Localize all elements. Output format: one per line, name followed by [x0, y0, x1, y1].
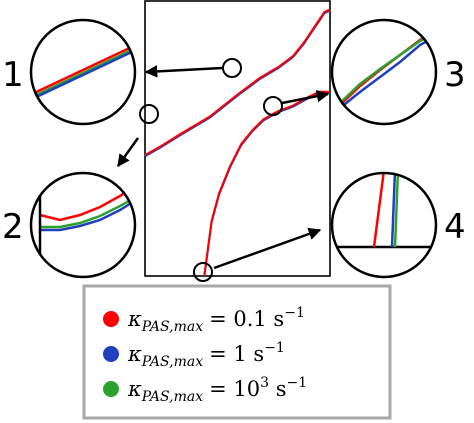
zoom-label-2: 2: [2, 207, 24, 247]
arrow-3: [282, 94, 328, 103]
legend-marker: [103, 311, 119, 327]
legend-value: = 0.1 s: [209, 307, 284, 331]
zoom-label-3: 3: [444, 55, 466, 95]
legend-value-exponent: 3: [260, 375, 269, 391]
legend-subscript: PAS,max: [141, 319, 203, 335]
zoom-inset-1: [30, 20, 136, 124]
legend-exponent: −1: [264, 340, 285, 356]
zoom-marker-2: [140, 105, 158, 123]
zoom-inset-3: [332, 20, 440, 124]
legend-value: = 10: [209, 377, 260, 401]
arrow-4: [214, 230, 320, 268]
zoom-marker-1: [223, 59, 241, 77]
zoom-label-4: 4: [444, 207, 466, 247]
zoom-label-1: 1: [2, 55, 24, 95]
legend-symbol: κ: [127, 342, 142, 366]
legend-marker: [103, 381, 119, 397]
legend-value: = 1 s: [209, 342, 264, 366]
legend-exponent: −1: [284, 305, 305, 321]
legend-subscript: PAS,max: [141, 354, 203, 370]
curve-upper-series-2: [145, 10, 330, 156]
curve-upper-series-0: [145, 9, 330, 155]
legend-marker: [103, 346, 119, 362]
legend-exponent: −1: [286, 375, 307, 391]
legend-value-unit: s: [269, 377, 286, 401]
legend-symbol: κ: [127, 307, 142, 331]
curve-upper-series-1: [145, 11, 330, 157]
arrow-1: [146, 68, 222, 72]
zoom-marker-4: [194, 263, 212, 281]
zoom-inset-4: [320, 170, 450, 277]
legend-subscript: PAS,max: [141, 389, 203, 405]
arrow-2: [118, 138, 138, 166]
zoom-marker-3: [264, 97, 282, 115]
zoom-inset-2: [31, 170, 136, 280]
legend-symbol: κ: [127, 377, 142, 401]
